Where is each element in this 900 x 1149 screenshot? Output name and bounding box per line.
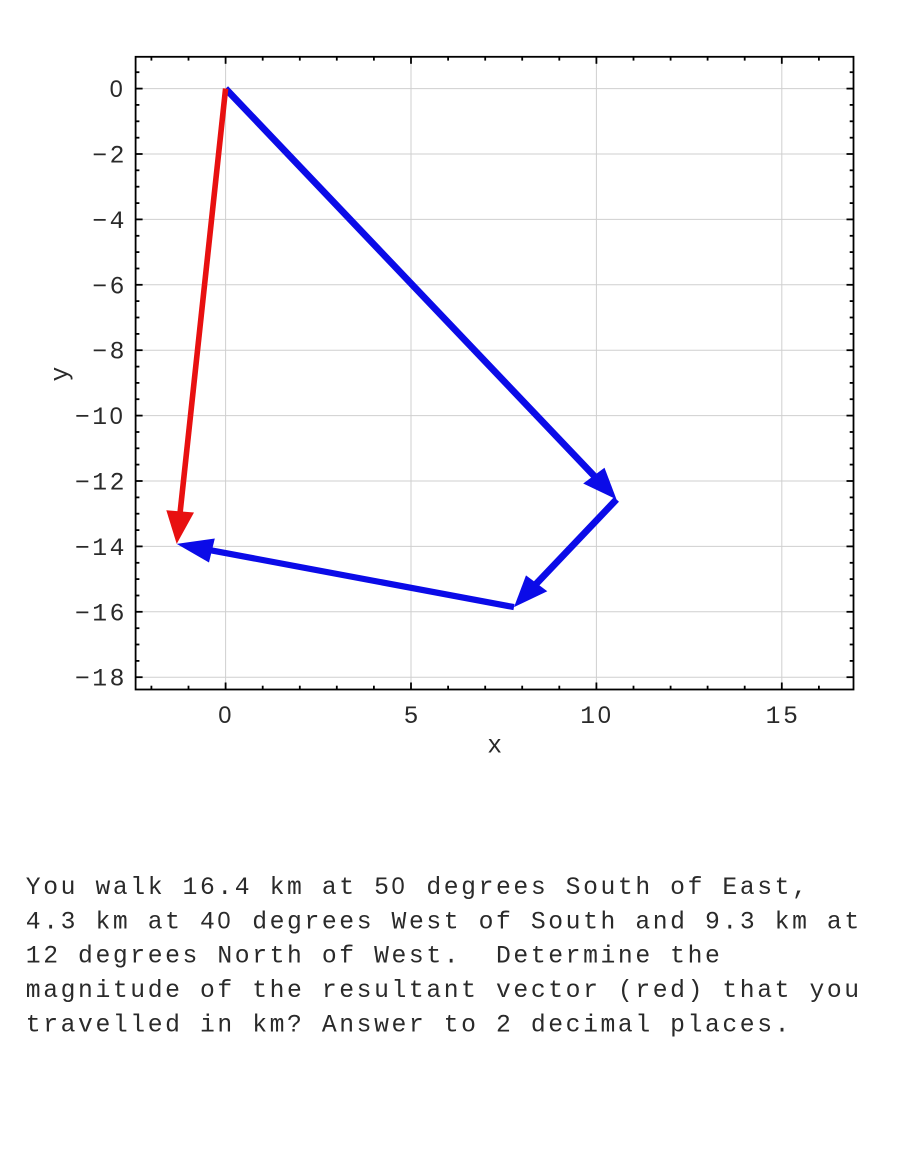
svg-text:y: y	[47, 364, 75, 381]
svg-text:15: 15	[766, 703, 801, 731]
svg-text:0: 0	[110, 77, 127, 103]
svg-text:−16: −16	[75, 600, 127, 628]
svg-text:10: 10	[580, 703, 615, 731]
svg-text:travelled in km? Answer to 2 d: travelled in km? Answer to 2 decimal pla…	[26, 1012, 792, 1040]
svg-text:0: 0	[218, 703, 235, 729]
svg-text:−2: −2	[92, 143, 127, 171]
svg-text:magnitude of the resultant vec: magnitude of the resultant vector (red) …	[26, 977, 862, 1005]
svg-text:−18: −18	[75, 666, 127, 694]
svg-text:−14: −14	[75, 535, 127, 563]
svg-text:5: 5	[404, 703, 421, 731]
svg-text:−8: −8	[92, 339, 127, 367]
svg-text:−12: −12	[75, 470, 127, 498]
svg-text:You walk 16.4 km at 50 degrees: You walk 16.4 km at 50 degrees South of …	[26, 874, 810, 902]
svg-text:−6: −6	[92, 273, 127, 301]
svg-text:4.3 km at 40 degrees West of S: 4.3 km at 40 degrees West of South and 9…	[26, 908, 862, 936]
svg-text:−10: −10	[75, 404, 127, 432]
svg-text:12 degrees North of West. Det: 12 degrees North of West. Determine the	[26, 943, 723, 971]
svg-text:x: x	[487, 733, 504, 761]
svg-text:−4: −4	[92, 208, 127, 236]
